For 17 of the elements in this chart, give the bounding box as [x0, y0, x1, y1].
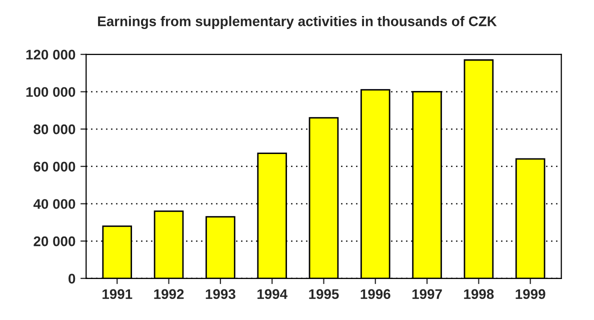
y-tick-label: 0: [68, 274, 76, 284]
x-tick-label: 1996: [360, 289, 390, 300]
chart-title: Earnings from supplementary activities in thousands of CZK: [98, 16, 497, 30]
y-tick-label: 20 000: [34, 236, 76, 246]
x-tick-label: 1999: [516, 289, 546, 300]
x-tick-label: 1995: [309, 289, 339, 300]
y-tick-label: 80 000: [34, 124, 76, 134]
x-tick-label: 1992: [154, 289, 184, 300]
x-tick-label: 1993: [206, 289, 236, 300]
x-tick-label: 1997: [412, 289, 442, 300]
y-tick-label: 60 000: [34, 162, 76, 172]
y-tick-label: 40 000: [33, 199, 76, 209]
y-tick-label: 120 000: [26, 50, 76, 60]
x-tick-label: 1991: [102, 289, 132, 300]
x-tick-label: 1994: [258, 289, 288, 300]
y-tick-label: 100 000: [26, 87, 76, 97]
x-tick-label: 1998: [464, 289, 494, 300]
